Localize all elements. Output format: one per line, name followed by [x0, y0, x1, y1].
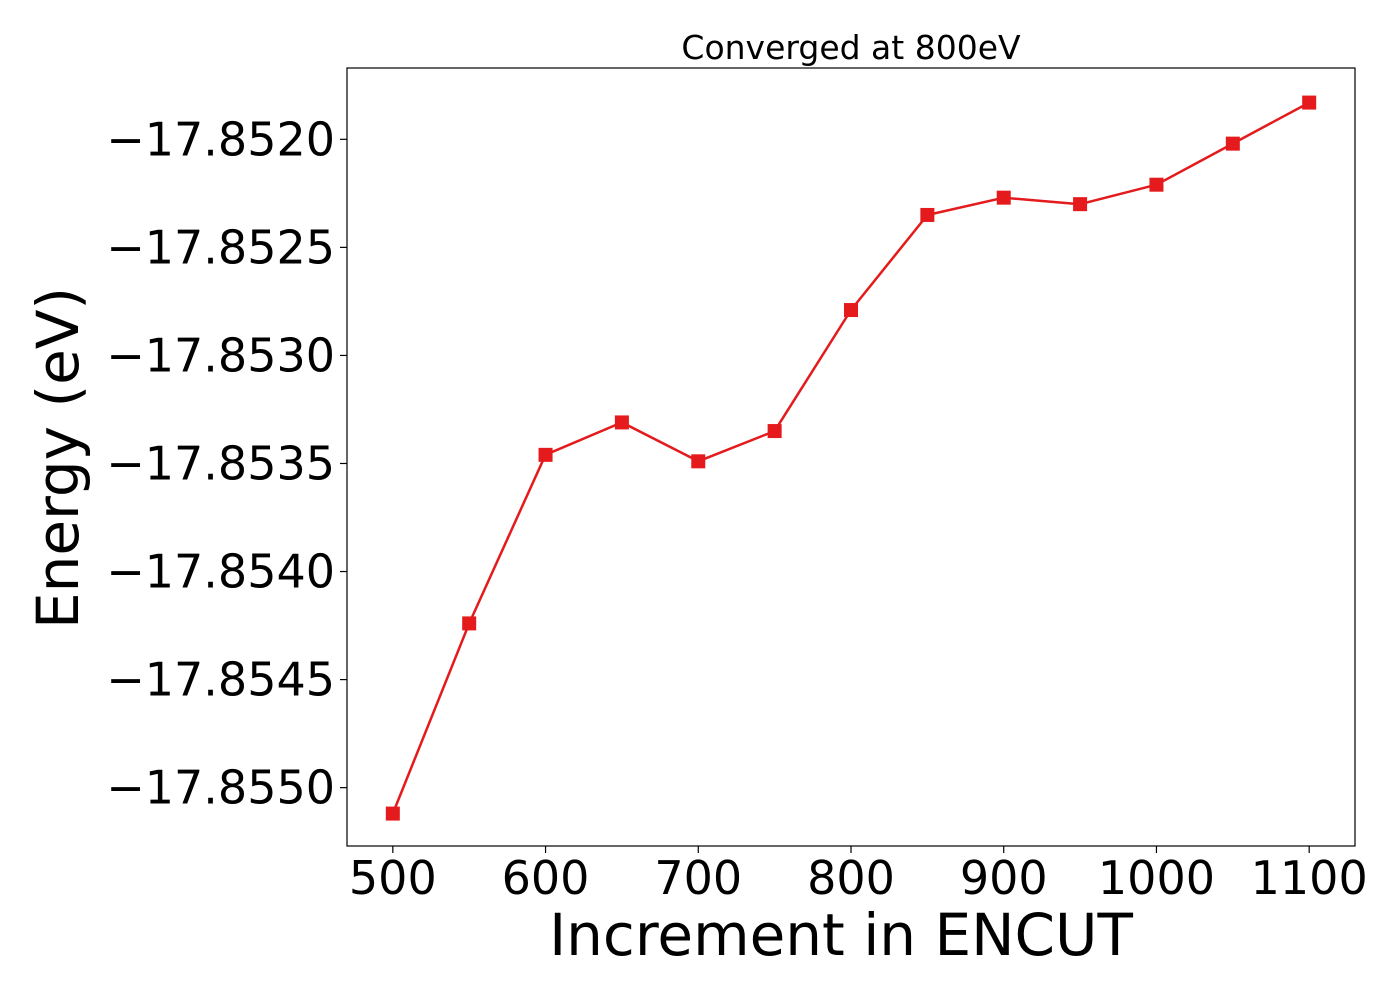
y-tick-label: −17.8525: [106, 220, 335, 274]
data-point-marker: [1225, 136, 1240, 151]
x-tick-label: 900: [960, 851, 1048, 905]
y-tick-label: −17.8535: [106, 436, 335, 490]
x-tick-label: 700: [654, 851, 742, 905]
y-tick-label: −17.8540: [106, 545, 335, 599]
series-line: [391, 101, 1310, 815]
data-point-marker: [538, 447, 553, 462]
data-point-marker: [1073, 197, 1088, 212]
data-point-marker: [996, 190, 1011, 205]
y-tick-label: −17.8545: [106, 653, 335, 707]
series: [385, 95, 1317, 821]
x-tick-label: 800: [807, 851, 895, 905]
y-axis-title: Energy (eV): [24, 287, 92, 629]
x-axis-title: Increment in ENCUT: [549, 901, 1133, 969]
plot-frame: [346, 67, 1356, 847]
x-axis-ticks: 500 600 700 800 900 1000 1100: [349, 846, 1368, 905]
data-point-marker: [920, 207, 935, 222]
data-point-marker: [1302, 95, 1317, 110]
chart-title: Converged at 800eV: [681, 28, 1021, 67]
data-point-marker: [462, 616, 477, 631]
x-tick-label: 1100: [1251, 851, 1368, 905]
x-tick-label: 1000: [1098, 851, 1215, 905]
y-tick-label: −17.8550: [106, 761, 335, 815]
data-point-marker: [385, 806, 400, 821]
y-axis-ticks: −17.8550 −17.8545 −17.8540 −17.8535 −17.8530…: [106, 112, 347, 815]
data-point-marker: [844, 303, 858, 318]
x-tick-label: 600: [502, 851, 590, 905]
data-point-marker: [767, 424, 782, 439]
data-point-marker: [691, 454, 706, 469]
x-tick-label: 500: [349, 851, 437, 905]
y-tick-label: −17.8530: [106, 328, 335, 382]
y-tick-label: −17.8520: [106, 112, 335, 166]
data-point-marker: [1149, 177, 1164, 192]
data-point-marker: [614, 415, 629, 430]
